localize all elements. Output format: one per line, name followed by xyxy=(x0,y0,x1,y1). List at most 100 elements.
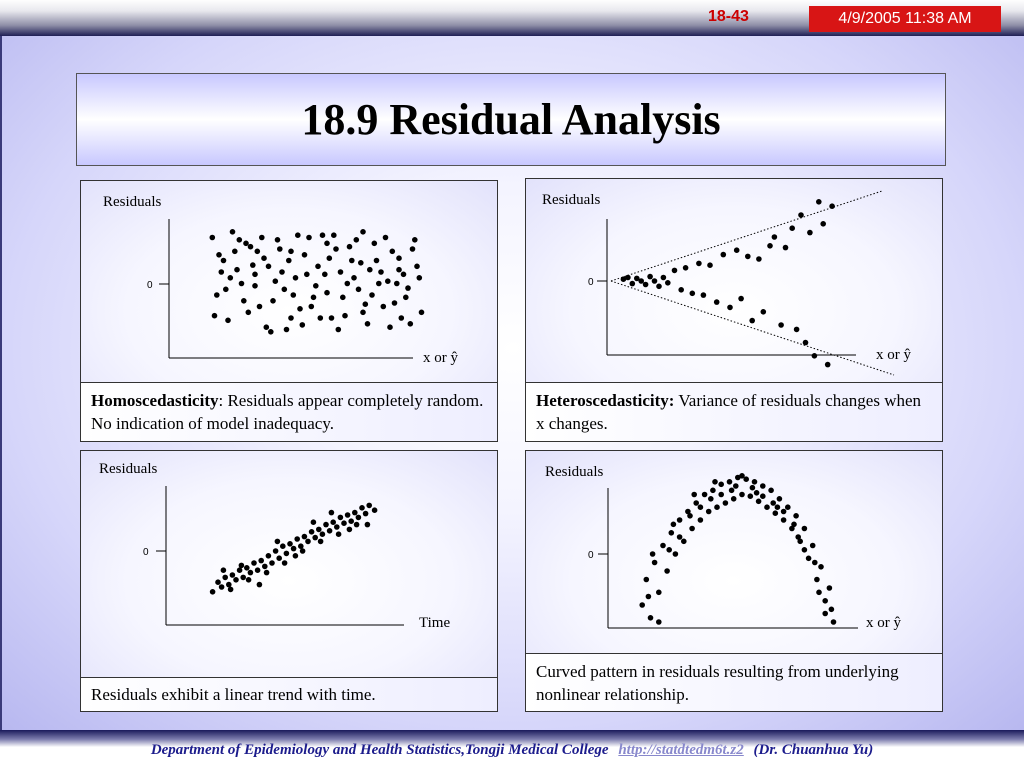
data-point xyxy=(665,280,671,286)
data-point xyxy=(367,266,373,273)
data-point xyxy=(824,361,831,368)
data-point xyxy=(286,257,292,264)
data-point xyxy=(801,525,808,532)
data-point xyxy=(369,292,375,298)
data-point xyxy=(656,283,662,290)
data-point xyxy=(290,292,297,298)
data-point xyxy=(299,548,306,554)
data-point xyxy=(685,508,691,515)
data-point xyxy=(252,271,258,278)
data-point xyxy=(287,541,293,547)
y-axis-label: Residuals xyxy=(542,192,600,208)
data-point xyxy=(755,498,762,505)
data-point xyxy=(789,525,795,532)
caption-homoscedastic-text: : Residuals appear completely random. No… xyxy=(91,391,484,433)
data-point xyxy=(396,266,402,273)
data-point xyxy=(418,309,425,316)
data-point xyxy=(244,565,250,571)
data-point xyxy=(671,267,678,274)
data-point xyxy=(801,547,808,553)
caption-homoscedastic-term: Homoscedasticity xyxy=(91,391,219,410)
data-point xyxy=(333,246,339,252)
data-point xyxy=(735,474,741,481)
data-point xyxy=(241,298,247,304)
data-point xyxy=(712,479,718,485)
data-point xyxy=(660,274,667,281)
data-point xyxy=(358,260,364,266)
top-bar: 18-43 4/9/2005 11:38 AM xyxy=(0,0,1024,36)
data-point xyxy=(280,543,286,549)
data-point xyxy=(216,252,222,258)
curved-scatter-chart: Residuals x or ŷ 0 xyxy=(545,464,901,631)
data-point xyxy=(805,555,812,562)
footer-link[interactable]: http://statdtedm6t.z2 xyxy=(618,742,744,758)
data-point xyxy=(676,534,683,540)
data-point xyxy=(620,276,627,282)
data-point xyxy=(294,536,300,542)
data-point xyxy=(362,510,369,517)
data-point xyxy=(391,300,398,306)
data-point xyxy=(226,581,232,588)
data-point xyxy=(651,559,658,566)
data-point xyxy=(802,339,809,346)
data-point xyxy=(254,567,261,573)
data-point xyxy=(364,521,371,528)
variance-envelope-upper xyxy=(610,190,883,282)
data-point xyxy=(638,278,644,284)
data-point xyxy=(270,298,276,304)
data-point xyxy=(772,510,779,516)
data-point xyxy=(380,303,387,310)
data-point xyxy=(359,505,365,511)
data-point xyxy=(818,564,824,570)
data-point xyxy=(743,476,749,482)
footer-author: (Dr. Chuanhua Yu) xyxy=(753,742,874,758)
data-point xyxy=(382,234,389,241)
data-point xyxy=(362,301,369,307)
data-point xyxy=(209,589,216,595)
data-point xyxy=(306,234,312,241)
data-point xyxy=(642,281,649,288)
data-point xyxy=(232,248,238,255)
data-point xyxy=(234,266,240,273)
data-point xyxy=(816,589,822,596)
data-point xyxy=(664,568,670,574)
data-point xyxy=(816,199,822,205)
data-point xyxy=(218,269,225,275)
data-point xyxy=(342,312,348,319)
data-point xyxy=(317,315,324,321)
data-point xyxy=(364,321,371,327)
data-point xyxy=(764,504,770,510)
data-point xyxy=(297,306,303,312)
y-axis-label: Residuals xyxy=(103,194,161,210)
data-point xyxy=(720,251,727,258)
chart-panel-linear-trend: Residuals Time 0 xyxy=(80,450,498,712)
data-point xyxy=(689,290,696,297)
data-point xyxy=(822,610,828,617)
data-point xyxy=(371,240,378,247)
data-point xyxy=(730,496,737,502)
data-point xyxy=(229,229,236,235)
data-point xyxy=(301,252,308,258)
data-point xyxy=(346,243,353,250)
data-point xyxy=(822,598,828,604)
data-point xyxy=(254,248,261,255)
data-point xyxy=(243,240,249,247)
data-point xyxy=(795,534,801,540)
data-point xyxy=(656,589,662,596)
zero-tick-label: 0 xyxy=(143,547,149,558)
data-point xyxy=(708,496,714,502)
data-point xyxy=(290,545,297,552)
data-point xyxy=(256,581,263,588)
data-point xyxy=(317,538,324,545)
data-point xyxy=(629,280,636,287)
data-point xyxy=(277,246,283,252)
footer: Department of Epidemiology and Health St… xyxy=(0,742,1024,759)
data-point xyxy=(789,225,795,231)
data-point xyxy=(696,260,702,267)
data-point xyxy=(745,253,751,260)
data-point xyxy=(830,619,837,625)
data-point xyxy=(240,574,246,581)
data-point xyxy=(412,237,418,243)
data-point xyxy=(292,553,299,559)
data-point xyxy=(774,504,781,510)
